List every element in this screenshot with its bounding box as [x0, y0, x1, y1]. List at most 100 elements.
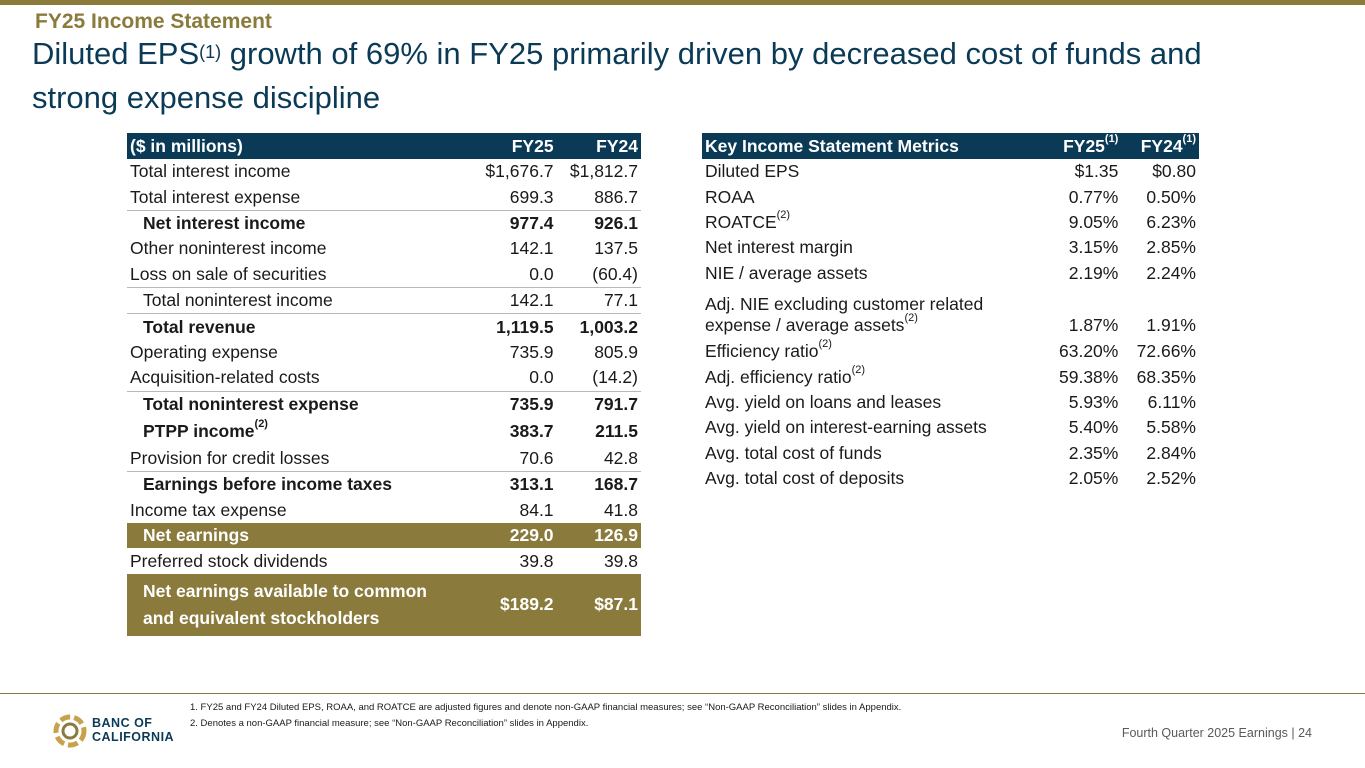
table-row: Diluted EPS $1.35 $0.80: [702, 159, 1199, 184]
table-row: Avg. total cost of deposits 2.05% 2.52%: [702, 466, 1199, 491]
footnote-mark: (1): [1182, 132, 1196, 145]
fy24-value: 2.24%: [1146, 262, 1196, 283]
table-row: Adj. efficiency ratio(2) 59.38% 68.35%: [702, 364, 1199, 389]
fy24-value: (60.4): [592, 263, 638, 284]
table-row: PTPP income(2) 383.7 211.5: [127, 417, 641, 446]
fy25-value: 5.40%: [1068, 417, 1119, 438]
fy24-value: 791.7: [556, 390, 641, 417]
fy25-value: 5.93%: [1068, 391, 1119, 412]
fy25-value: 229.0: [472, 523, 557, 549]
table-row: Avg. yield on interest-earning assets 5.…: [702, 415, 1199, 440]
table-row: Total noninterest expense 735.9 791.7: [127, 390, 641, 417]
footnote-mark: (1): [1104, 132, 1119, 145]
fy24-value: 6.11%: [1147, 391, 1196, 412]
row-label: NIE / average assets: [705, 262, 868, 283]
fy25-value: 70.6: [519, 448, 554, 469]
metrics-header-fy24: FY24(1): [1121, 133, 1199, 159]
table-row: NIE / average assets 2.19% 2.24%: [702, 261, 1199, 286]
row-label: PTPP income(2): [127, 417, 472, 446]
headline-footnote-mark: (1): [199, 42, 222, 62]
table-row: Acquisition-related costs 0.0 (14.2): [127, 365, 641, 391]
label-line1: Adj. NIE excluding customer related: [705, 293, 984, 314]
label-line2: and equivalent stockholders: [143, 607, 380, 628]
row-label: Avg. yield on interest-earning assets: [705, 417, 987, 438]
headline: Diluted EPS(1) growth of 69% in FY25 pri…: [32, 32, 1292, 120]
fy24-value: 137.5: [594, 238, 638, 259]
fy25-value: 39.8: [519, 550, 554, 571]
fy24-value: 2.84%: [1146, 442, 1196, 463]
fy24-value: $87.1: [556, 573, 641, 636]
table-row: Income tax expense 84.1 41.8: [127, 498, 641, 523]
label-line1: Net earnings available to common: [143, 580, 427, 601]
label-line2: expense / average assets: [705, 314, 905, 335]
row-label: ROAA: [705, 186, 755, 207]
fy24-value: 41.8: [603, 499, 638, 520]
fy25-value: 142.1: [472, 286, 557, 314]
fy25-value: 3.15%: [1068, 237, 1119, 258]
fy25-value: 2.35%: [1068, 442, 1119, 463]
table-row: Net interest income 977.4 926.1: [127, 209, 641, 237]
row-label: Net interest income: [127, 209, 473, 237]
table-row: Provision for credit losses 70.6 42.8: [127, 446, 641, 472]
table-row: Other noninterest income 142.1 137.5: [127, 236, 641, 261]
fy25-value: 0.0: [529, 263, 554, 284]
fy25-value: 977.4: [472, 209, 557, 237]
row-label: Efficiency ratio(2): [702, 338, 1044, 364]
footnote-2: 2. Denotes a non-GAAP financial measure;…: [190, 718, 589, 729]
table-row: Net interest margin 3.15% 2.85%: [702, 235, 1199, 260]
table-row: Preferred stock dividends 39.8 39.8: [127, 548, 641, 573]
row-label: Net earnings: [127, 523, 473, 549]
adj-efficiency-label: Adj. efficiency ratio: [705, 366, 852, 387]
footnote-mark: (2): [776, 208, 791, 221]
section-label: FY25 Income Statement: [35, 10, 272, 33]
fy25-value: 383.7: [509, 420, 554, 441]
income-header-row: ($ in millions) FY25 FY24: [127, 133, 641, 159]
row-label: Diluted EPS: [705, 161, 800, 182]
table-row: Total interest expense 699.3 886.7: [127, 184, 641, 210]
row-label: Adj. efficiency ratio(2): [702, 364, 1044, 389]
table-row: Total interest income $1,676.7 $1,812.7: [127, 159, 641, 184]
fy24-value: 72.66%: [1136, 341, 1196, 362]
logo-text: BANC OF CALIFORNIA: [92, 716, 174, 744]
row-label: Earnings before income taxes: [127, 471, 473, 498]
fy24-value: 68.35%: [1136, 366, 1196, 387]
row-label: Total noninterest expense: [127, 390, 473, 417]
fy25-value: 735.9: [509, 341, 554, 362]
fy24-value: 39.8: [603, 550, 638, 571]
fy24-value: 211.5: [595, 420, 638, 441]
fy25-value: $189.2: [472, 573, 557, 636]
row-label: Total revenue: [127, 313, 473, 340]
row-label: Total noninterest income: [127, 286, 473, 314]
footnote-1: 1. FY25 and FY24 Diluted EPS, ROAA, and …: [190, 702, 902, 713]
fy24-value: 126.9: [556, 523, 641, 549]
page-info: Fourth Quarter 2025 Earnings | 24: [1121, 726, 1312, 740]
fy25-value: $1.35: [1074, 161, 1119, 182]
fy24-text: FY24: [1140, 135, 1183, 156]
fy25-value: 2.19%: [1068, 262, 1119, 283]
key-metrics-table: Key Income Statement Metrics FY25(1) FY2…: [702, 133, 1199, 491]
fy25-value: 59.38%: [1059, 366, 1119, 387]
fy24-value: 2.85%: [1146, 237, 1196, 258]
fy24-value: 886.7: [594, 186, 638, 207]
table-row: Earnings before income taxes 313.1 168.7: [127, 471, 641, 498]
fy24-value: $1,812.7: [569, 161, 638, 182]
row-label: Other noninterest income: [130, 238, 327, 259]
table-row: Total noninterest income 142.1 77.1: [127, 286, 641, 314]
fy25-value: 63.20%: [1059, 341, 1119, 362]
fy25-value: 699.3: [509, 186, 554, 207]
fy24-value: 805.9: [594, 341, 638, 362]
fy24-value: 42.8: [603, 448, 638, 469]
income-statement-table: ($ in millions) FY25 FY24 Total interest…: [127, 133, 641, 636]
row-label: Total interest income: [130, 161, 291, 182]
income-header-fy25: FY25: [472, 133, 557, 159]
footnote-mark: (2): [818, 338, 832, 351]
income-header-label: ($ in millions): [127, 133, 473, 159]
row-label: Avg. yield on loans and leases: [705, 391, 942, 412]
table-row: ROAA 0.77% 0.50%: [702, 184, 1199, 209]
row-label: Total interest expense: [130, 186, 301, 207]
row-label: Operating expense: [130, 341, 278, 362]
fy24-value: 926.1: [556, 209, 641, 237]
roatce-label: ROATCE: [705, 211, 777, 232]
net-earnings-row: Net earnings 229.0 126.9: [127, 523, 641, 549]
fy25-value: 0.0: [529, 367, 554, 388]
